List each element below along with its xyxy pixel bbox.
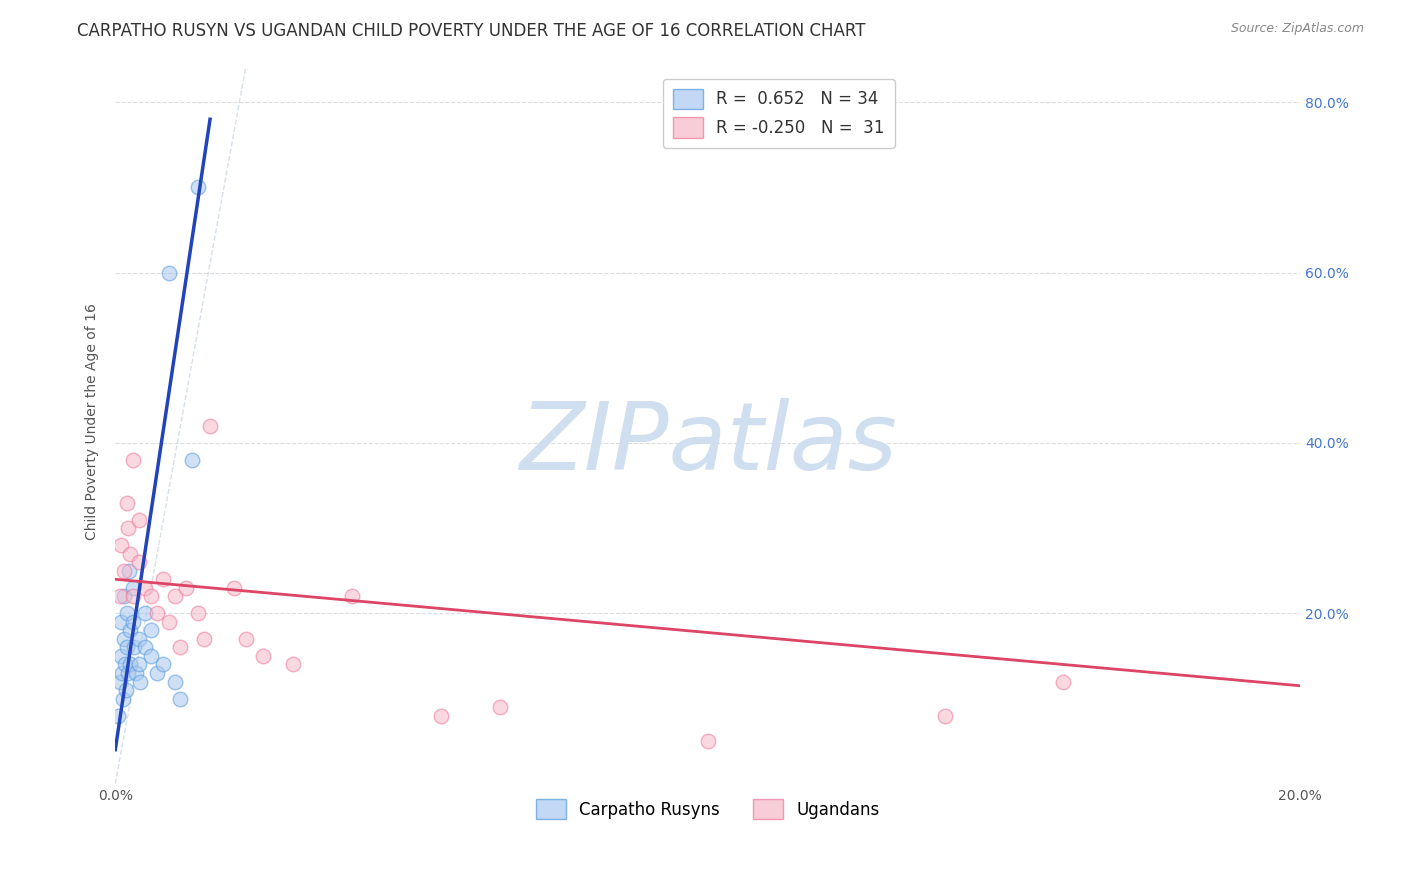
Point — [122, 640, 145, 655]
Point — [187, 180, 209, 194]
Point — [122, 615, 145, 629]
Text: ZIPatlas: ZIPatlas — [519, 398, 897, 489]
Point — [134, 640, 156, 655]
Point — [134, 607, 156, 621]
Point — [120, 547, 142, 561]
Point — [114, 657, 136, 672]
Point — [252, 648, 274, 663]
Point — [111, 665, 134, 680]
Legend: Carpatho Rusyns, Ugandans: Carpatho Rusyns, Ugandans — [529, 792, 886, 826]
Point — [169, 691, 191, 706]
Point — [115, 640, 138, 655]
Point — [112, 632, 135, 646]
Point — [163, 674, 186, 689]
Point — [107, 708, 129, 723]
Point — [128, 657, 150, 672]
Point — [122, 581, 145, 595]
Point — [163, 590, 186, 604]
Y-axis label: Child Poverty Under the Age of 16: Child Poverty Under the Age of 16 — [86, 303, 100, 540]
Point — [122, 453, 145, 467]
Point — [281, 657, 304, 672]
Point — [128, 632, 150, 646]
Point — [152, 657, 174, 672]
Point — [120, 624, 142, 638]
Point — [152, 572, 174, 586]
Point — [235, 632, 257, 646]
Point — [110, 538, 132, 552]
Point — [128, 555, 150, 569]
Point — [181, 453, 204, 467]
Point — [1052, 674, 1074, 689]
Point — [108, 674, 131, 689]
Point — [120, 657, 142, 672]
Point — [157, 615, 180, 629]
Point — [115, 495, 138, 509]
Point — [128, 513, 150, 527]
Point — [134, 581, 156, 595]
Point — [125, 665, 148, 680]
Point — [112, 564, 135, 578]
Point — [111, 691, 134, 706]
Text: Source: ZipAtlas.com: Source: ZipAtlas.com — [1230, 22, 1364, 36]
Point — [115, 683, 138, 698]
Point — [122, 590, 145, 604]
Point — [193, 632, 215, 646]
Point — [117, 521, 139, 535]
Point — [117, 665, 139, 680]
Point — [139, 648, 162, 663]
Point — [108, 590, 131, 604]
Point — [934, 708, 956, 723]
Point — [157, 266, 180, 280]
Point — [115, 607, 138, 621]
Point — [145, 607, 167, 621]
Point — [145, 665, 167, 680]
Point — [129, 674, 152, 689]
Point — [139, 624, 162, 638]
Point — [342, 590, 364, 604]
Text: CARPATHO RUSYN VS UGANDAN CHILD POVERTY UNDER THE AGE OF 16 CORRELATION CHART: CARPATHO RUSYN VS UGANDAN CHILD POVERTY … — [77, 22, 866, 40]
Point — [118, 564, 141, 578]
Point — [187, 607, 209, 621]
Point — [222, 581, 245, 595]
Point — [198, 418, 221, 433]
Point — [139, 590, 162, 604]
Point — [696, 734, 718, 748]
Point — [430, 708, 453, 723]
Point — [489, 700, 512, 714]
Point — [176, 581, 198, 595]
Point — [112, 590, 135, 604]
Point — [110, 615, 132, 629]
Point — [110, 648, 132, 663]
Point — [169, 640, 191, 655]
